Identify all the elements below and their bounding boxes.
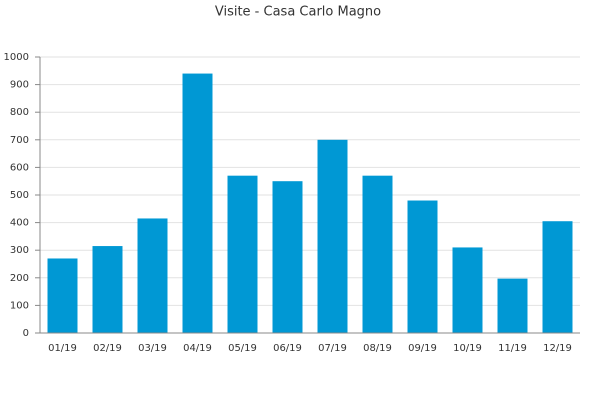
x-tick-label: 02/19 [93,343,122,354]
bar [47,258,78,333]
x-tick-label: 03/19 [138,343,167,354]
y-tick-label: 100 [10,300,29,311]
bar [92,246,123,333]
bar [542,221,573,333]
x-tick-label: 07/19 [318,343,347,354]
x-tick-label: 04/19 [183,343,212,354]
x-tick-label: 05/19 [228,343,257,354]
y-tick-label: 200 [10,273,29,284]
bar [317,139,348,333]
bar [227,175,258,333]
y-tick-label: 800 [10,107,29,118]
x-tick-label: 01/19 [48,343,77,354]
y-tick-label: 900 [10,80,29,91]
bar [407,200,438,333]
y-tick-label: 500 [10,190,29,201]
y-tick-label: 0 [23,328,29,339]
y-tick-label: 700 [10,135,29,146]
x-tick-label: 10/19 [453,343,482,354]
bar [272,181,303,333]
x-tick-label: 08/19 [363,343,392,354]
bar [137,218,168,333]
x-tick-label: 09/19 [408,343,437,354]
x-tick-label: 06/19 [273,343,302,354]
y-tick-label: 300 [10,245,29,256]
y-tick-label: 1000 [4,52,29,63]
bar [452,247,483,333]
x-tick-label: 11/19 [498,343,527,354]
x-tick-label: 12/19 [543,343,572,354]
y-tick-label: 600 [10,162,29,173]
bar [497,278,528,333]
bar [362,175,393,333]
bar [182,73,213,333]
y-tick-label: 400 [10,218,29,229]
chart-title: Visite - Casa Carlo Magno [215,5,381,20]
